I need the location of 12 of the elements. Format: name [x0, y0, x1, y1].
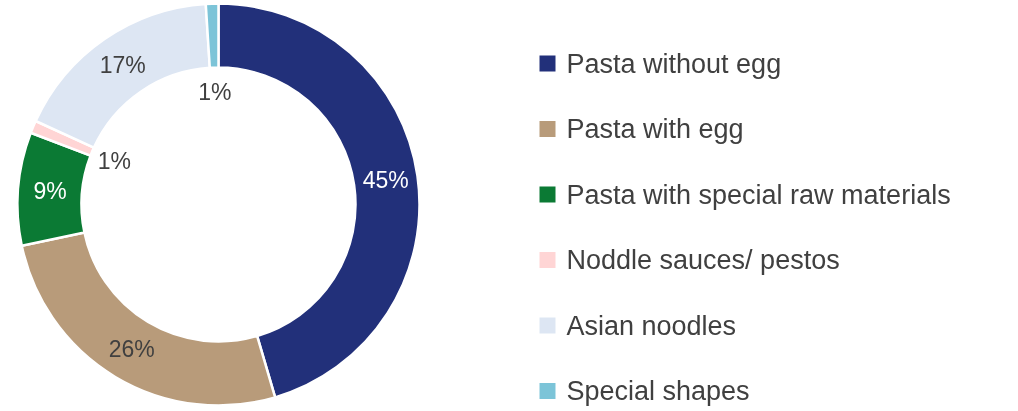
- data-label: 9%: [33, 178, 67, 205]
- legend-label: Pasta without egg: [566, 48, 782, 79]
- data-label: 1%: [97, 147, 131, 174]
- data-label: 17%: [99, 52, 146, 79]
- data-label: 1%: [198, 78, 232, 105]
- data-label: 26%: [108, 336, 155, 363]
- data-label: 45%: [362, 167, 409, 194]
- legend-label: Special shapes: [566, 376, 750, 406]
- legend-label: Asian noodles: [566, 310, 737, 341]
- legend-label: Pasta with special raw materials: [566, 179, 951, 210]
- legend-label: Noddle sauces/ pestos: [566, 245, 840, 275]
- legend-label: Pasta with egg: [566, 114, 744, 144]
